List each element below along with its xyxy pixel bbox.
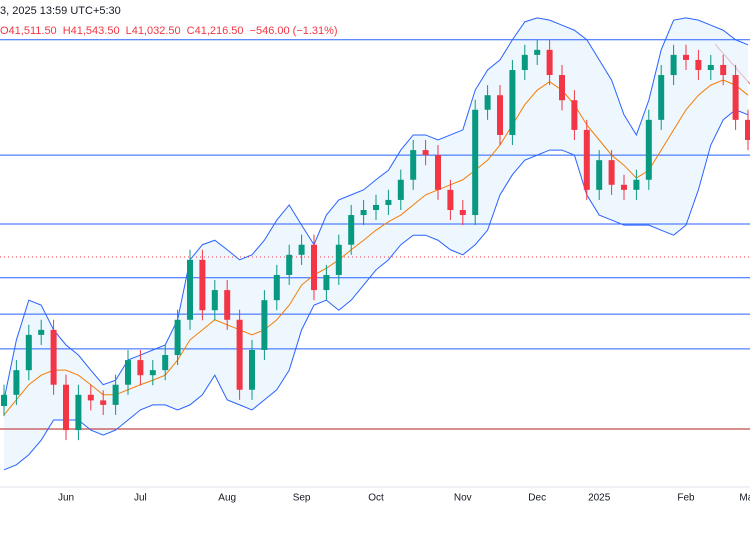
candle-body bbox=[323, 274, 330, 291]
candle-body bbox=[583, 129, 590, 190]
candle-body bbox=[447, 189, 454, 210]
candle-body bbox=[745, 119, 750, 140]
candle-body bbox=[658, 75, 665, 120]
candle-body bbox=[621, 184, 627, 190]
candle-body bbox=[249, 350, 255, 390]
candle-body bbox=[435, 155, 441, 190]
candle-body bbox=[633, 179, 640, 190]
candle-body bbox=[608, 160, 615, 185]
candle-body bbox=[645, 119, 652, 180]
candle-body bbox=[459, 210, 466, 216]
candle-body bbox=[236, 319, 243, 390]
ohlc-label: −546.00 (−1.31%) bbox=[250, 25, 338, 37]
candle-body bbox=[348, 215, 355, 245]
candle-body bbox=[410, 150, 417, 180]
candle-body bbox=[546, 49, 553, 76]
candle-body bbox=[397, 179, 404, 200]
candle-body bbox=[311, 244, 317, 291]
candle-body bbox=[38, 329, 45, 335]
candle-body bbox=[298, 244, 305, 255]
candle-body bbox=[87, 394, 94, 401]
candle-body bbox=[149, 370, 156, 376]
x-tick-label: Aug bbox=[218, 493, 236, 504]
candle-body bbox=[1, 394, 7, 406]
x-tick-label: Nov bbox=[454, 493, 472, 504]
candle-body bbox=[373, 204, 379, 210]
candle-body bbox=[63, 384, 69, 431]
candle-body bbox=[13, 370, 20, 395]
candle-body bbox=[211, 290, 218, 311]
candle-body bbox=[472, 109, 479, 216]
candle-body bbox=[707, 64, 714, 70]
candle-body bbox=[596, 160, 603, 190]
ohlc-label: O41,511.50 bbox=[0, 25, 57, 37]
candle-body bbox=[732, 75, 739, 120]
candle-body bbox=[720, 64, 727, 76]
ohlc-row: O41,511.50 H41,543.50 L41,032.50 C41,216.50… bbox=[0, 25, 338, 37]
candle-body bbox=[100, 400, 107, 405]
candle-body bbox=[559, 75, 565, 101]
ohlc-label: H41,543.50 bbox=[63, 25, 120, 37]
ohlc-label: C41,216.50 bbox=[187, 25, 244, 37]
candle-body bbox=[112, 384, 119, 405]
candle-body bbox=[162, 355, 169, 371]
x-tick-label: Jun bbox=[58, 493, 74, 504]
candle-body bbox=[534, 49, 541, 55]
x-tick-label: Mar bbox=[739, 493, 750, 504]
candle-body bbox=[50, 329, 57, 385]
candle-body bbox=[484, 95, 491, 110]
x-tick-label: Sep bbox=[293, 493, 311, 504]
candle-body bbox=[670, 54, 677, 76]
candle-body bbox=[261, 300, 268, 350]
x-tick-label: 2025 bbox=[588, 493, 611, 504]
candle-body bbox=[273, 274, 280, 301]
candle-body bbox=[571, 100, 578, 130]
candle-body bbox=[75, 394, 82, 431]
x-tick-label: Feb bbox=[677, 493, 695, 504]
candle-body bbox=[187, 259, 193, 320]
candle-body bbox=[224, 290, 231, 320]
candle-body bbox=[509, 70, 516, 135]
candle-body bbox=[199, 259, 206, 311]
candle-body bbox=[497, 95, 503, 135]
chart-title: 3, 2025 13:59 UTC+5:30 bbox=[0, 5, 121, 17]
candle-body bbox=[695, 59, 702, 70]
candle-body bbox=[137, 360, 144, 376]
candle-body bbox=[335, 244, 342, 275]
candle-body bbox=[25, 334, 32, 371]
candle-body bbox=[125, 360, 131, 385]
candle-body bbox=[521, 54, 528, 70]
candle-body bbox=[174, 319, 181, 356]
band-line bbox=[3, 109, 749, 471]
band-fill bbox=[4, 17, 748, 470]
x-tick-label: Dec bbox=[528, 493, 546, 504]
ohlc-label: L41,032.50 bbox=[126, 25, 181, 37]
x-tick-label: Oct bbox=[368, 493, 384, 504]
candle-body bbox=[286, 254, 293, 275]
candle-body bbox=[422, 150, 429, 156]
candle-body bbox=[360, 210, 367, 216]
candle-body bbox=[683, 54, 689, 60]
candle-body bbox=[385, 199, 392, 205]
x-tick-label: Jul bbox=[134, 493, 147, 504]
